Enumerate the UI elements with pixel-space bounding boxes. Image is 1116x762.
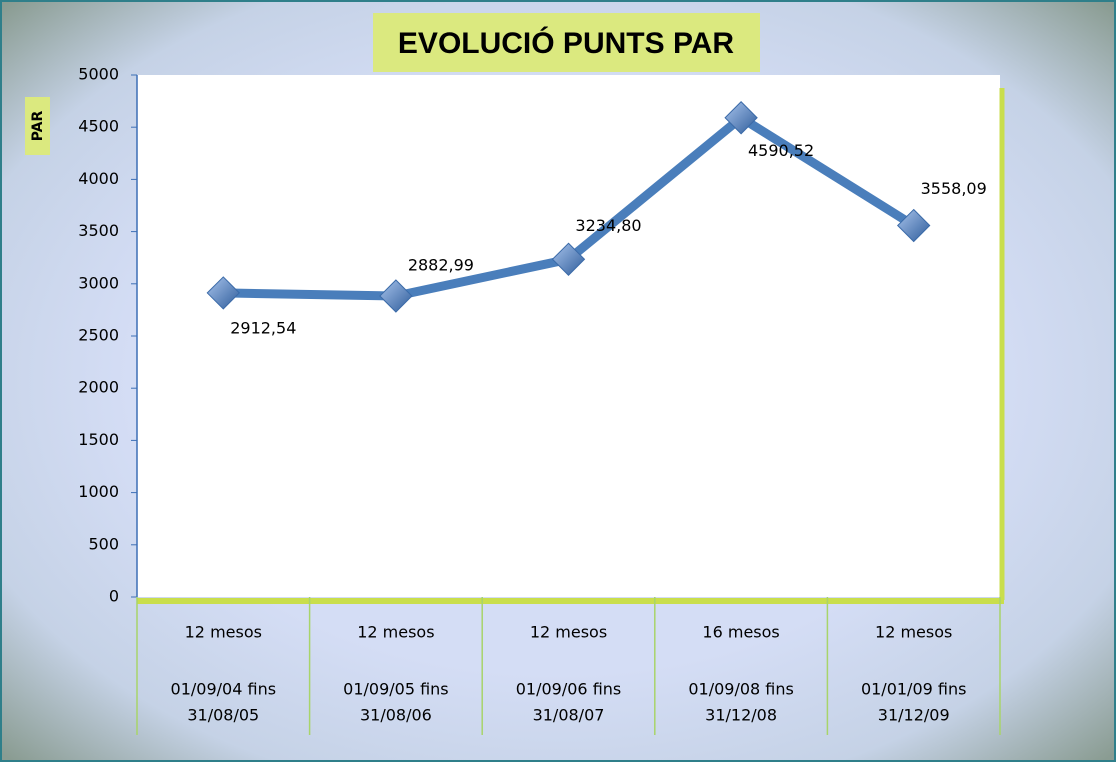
- x-tick-label: 12 mesos: [530, 623, 607, 642]
- x-tick-label: 31/08/07: [533, 706, 605, 725]
- y-tick-label: 2000: [78, 378, 119, 397]
- marker: [724, 101, 758, 135]
- data-label: 4590,52: [748, 141, 814, 160]
- title-box: [373, 13, 760, 72]
- y-tick-label: 1000: [78, 482, 119, 501]
- y-label-box: [25, 97, 50, 155]
- x-tick-label: 31/12/09: [878, 706, 950, 725]
- x-tick-label: 16 mesos: [702, 623, 779, 642]
- x-tick-label: 01/09/04 fins: [171, 680, 277, 699]
- marker: [896, 208, 931, 243]
- x-tick-label: 12 mesos: [875, 623, 952, 642]
- x-tick-label: 01/09/05 fins: [343, 680, 449, 699]
- data-label: 2912,54: [230, 318, 296, 337]
- x-tick-label: 31/08/05: [187, 706, 259, 725]
- y-tick-label: 3500: [78, 221, 119, 240]
- y-tick-label: 500: [88, 534, 119, 553]
- marker: [551, 242, 586, 276]
- plot-area: [137, 75, 1000, 597]
- data-label: 2882,99: [408, 256, 474, 275]
- y-tick-label: 4500: [78, 117, 119, 136]
- y-tick-label: 1500: [78, 430, 119, 449]
- x-tick-label: 31/12/08: [705, 706, 777, 725]
- x-tick-label: 01/09/06 fins: [516, 680, 622, 699]
- y-axis-label: PAR: [30, 110, 46, 141]
- marker: [206, 276, 241, 310]
- data-label: 3558,09: [921, 179, 987, 198]
- y-tick-label: 5000: [78, 65, 119, 84]
- y-tick-label: 3000: [78, 273, 119, 292]
- x-tick-label: 01/09/08 fins: [688, 680, 794, 699]
- data-label: 3234,80: [575, 216, 641, 235]
- x-tick-label: 01/01/09 fins: [861, 680, 967, 699]
- x-tick-label: 12 mesos: [357, 623, 434, 642]
- y-tick-label: 4000: [78, 169, 119, 188]
- marker: [379, 279, 413, 313]
- x-tick-label: 31/08/06: [360, 706, 432, 725]
- y-tick-label: 2500: [78, 326, 119, 345]
- chart-title: EVOLUCIÓ PUNTS PAR: [398, 26, 734, 60]
- x-tick-label: 12 mesos: [185, 623, 262, 642]
- y-tick-label: 0: [109, 587, 119, 606]
